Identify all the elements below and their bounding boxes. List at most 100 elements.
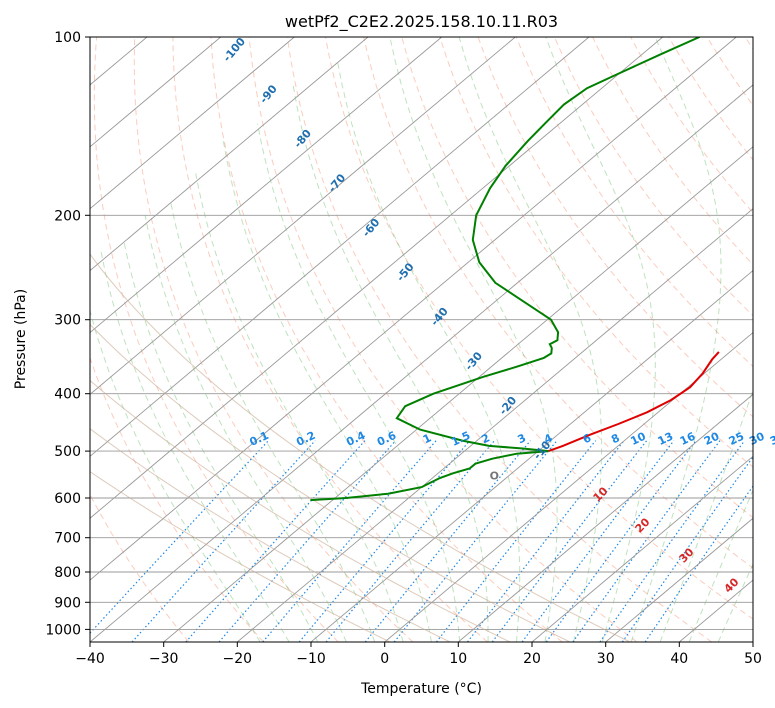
isotherm <box>90 37 663 519</box>
dry-adiabat-label: -90 <box>257 82 280 106</box>
moist-adiabat <box>257 123 461 642</box>
isotherm <box>90 37 369 272</box>
y-tick-label: 1000 <box>45 622 81 638</box>
reference-curve <box>90 428 451 642</box>
moist-adiabat-label: 20 <box>633 515 653 535</box>
dry-adiabat <box>286 37 712 642</box>
dry-adiabat <box>744 37 753 50</box>
dry-adiabat <box>363 37 753 569</box>
y-tick-label: 200 <box>54 208 81 224</box>
isotherm <box>458 393 753 642</box>
y-tick-label: 100 <box>54 30 81 46</box>
mixing-ratio-label: 20 <box>702 430 722 448</box>
mixing-ratio-line <box>131 440 316 642</box>
moist-adiabat <box>195 173 404 642</box>
mixing-ratio-line <box>218 440 397 642</box>
mixing-ratio-line <box>325 440 495 642</box>
moist-adiabat <box>458 37 603 642</box>
mixing-ratio-line <box>262 440 437 642</box>
moist-adiabat-label: 30 <box>677 545 697 565</box>
reference-curve <box>90 253 631 642</box>
mixing-ratio-label: 0.4 <box>344 429 367 449</box>
mixing-ratio-label: 30 <box>747 430 767 448</box>
dry-adiabat-label: -50 <box>394 260 417 284</box>
mixing-ratio-line <box>572 440 721 642</box>
x-tick-label: 50 <box>744 651 762 667</box>
isotherm <box>90 37 442 334</box>
isotherm <box>90 37 295 210</box>
mixing-ratio-line <box>644 485 753 642</box>
isotherm <box>90 37 516 395</box>
isotherm <box>310 270 753 642</box>
moist-adiabat <box>90 308 261 642</box>
reference-curve <box>90 471 391 642</box>
moist-adiabat <box>659 388 753 642</box>
dry-adiabat <box>133 37 414 642</box>
mixing-ratio-line <box>467 440 625 642</box>
chart-title: wetPf2_C2E2.2025.158.10.11.R03 <box>285 12 558 32</box>
x-tick-label: 0 <box>380 651 389 667</box>
mixing-ratio-label: 0.1 <box>248 429 271 449</box>
isotherm <box>0 37 73 642</box>
mixing-ratio-label: 25 <box>727 430 746 448</box>
isotherm <box>531 455 753 642</box>
dry-adiabat <box>668 37 753 161</box>
dry-adiabat <box>172 37 488 642</box>
dry-adiabat <box>515 37 753 368</box>
moist-adiabat <box>688 488 753 642</box>
line-labels: O-100-90-80-70-60-50-40-30-20-100.1 0.2 0.… <box>220 35 775 596</box>
reference-curve <box>90 379 511 642</box>
moist-adiabat <box>545 37 656 642</box>
dry-adiabat-label: -20 <box>497 394 520 418</box>
reference-curve <box>90 323 571 642</box>
background-lines <box>0 37 753 642</box>
dry-adiabat <box>630 37 753 214</box>
dry-adiabat <box>553 37 753 317</box>
y-tick-label: 500 <box>54 444 81 460</box>
mixing-ratio-line <box>90 440 269 634</box>
y-tick-label: 600 <box>54 491 81 507</box>
x-tick-label: 20 <box>523 651 541 667</box>
x-tick-label: 30 <box>597 651 615 667</box>
mixing-ratio-line <box>298 440 471 642</box>
dry-adiabat <box>90 356 264 642</box>
y-tick-label: 300 <box>54 313 81 329</box>
moist-adiabat <box>337 61 521 642</box>
x-tick-label: 10 <box>449 651 467 667</box>
isotherm <box>163 146 753 642</box>
x-axis-label: Temperature (°C) <box>360 681 482 697</box>
plot-frame <box>89 36 754 643</box>
isotherm <box>605 517 753 642</box>
mixing-ratio-label: 16 <box>678 430 698 448</box>
moist-adiabat <box>630 37 722 642</box>
isotherm <box>752 641 753 642</box>
moist-adiabat-label: 10 <box>591 484 611 504</box>
x-tick-label: −30 <box>149 651 179 667</box>
y-tick-label: 700 <box>54 531 81 547</box>
mixing-ratio-label: 1.5 <box>449 429 472 449</box>
mixing-ratio-line <box>599 440 746 642</box>
dewpoint-profile-line <box>310 37 700 502</box>
mixing-ratio-label: 13 <box>656 430 675 448</box>
mixing-ratio-line <box>185 440 366 642</box>
y-axis-label: Pressure (hPa) <box>13 289 29 389</box>
temperature-profile-line <box>548 351 720 453</box>
moist-adiabat <box>292 83 489 642</box>
y-tick-label: 400 <box>54 387 81 403</box>
parcel-marker-label: O <box>490 470 499 483</box>
mixing-ratio-label: 3 <box>516 431 528 446</box>
profile-lines <box>310 37 720 502</box>
dry-adiabat <box>477 37 753 418</box>
isotherm <box>90 37 221 148</box>
mixing-ratio-label: 10 <box>629 430 649 448</box>
x-tick-label: −40 <box>75 651 105 667</box>
x-tick-label: −10 <box>296 651 326 667</box>
x-tick-label: 40 <box>670 651 688 667</box>
y-tick-label: 900 <box>54 595 81 611</box>
dry-adiabat <box>93 37 339 642</box>
moist-adiabat <box>717 563 753 642</box>
y-tick-label: 800 <box>54 565 81 581</box>
isotherm <box>90 37 737 581</box>
mixing-ratio-line <box>364 440 531 642</box>
